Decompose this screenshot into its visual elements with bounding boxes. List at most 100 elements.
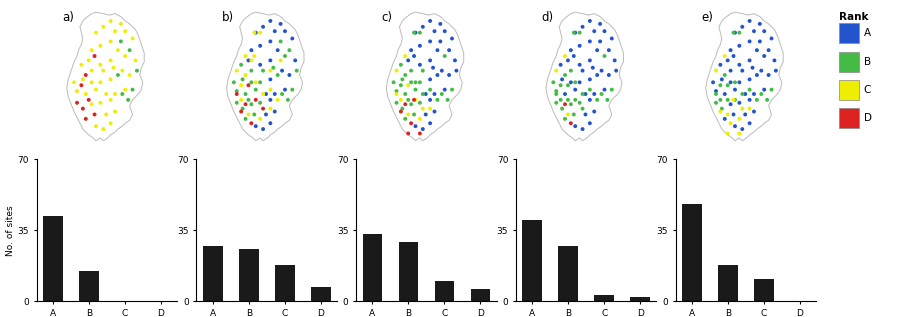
- Point: [709, 92, 724, 97]
- Bar: [630, 297, 650, 301]
- Point: [604, 36, 619, 41]
- Point: [761, 48, 776, 53]
- Point: [568, 97, 582, 102]
- Point: [263, 121, 278, 126]
- Point: [393, 83, 408, 88]
- Point: [558, 73, 572, 78]
- Point: [398, 92, 413, 97]
- Point: [249, 124, 263, 129]
- Point: [568, 87, 582, 92]
- Bar: [238, 249, 259, 301]
- Point: [413, 131, 427, 136]
- Point: [449, 68, 464, 73]
- Point: [597, 29, 612, 34]
- Point: [732, 116, 746, 121]
- Point: [234, 97, 249, 102]
- Text: A: A: [864, 28, 871, 38]
- Point: [714, 77, 729, 82]
- Point: [742, 97, 757, 102]
- Point: [572, 30, 587, 35]
- Point: [728, 80, 743, 85]
- Point: [104, 121, 118, 126]
- Point: [742, 18, 757, 23]
- Bar: [362, 234, 382, 301]
- Point: [241, 58, 256, 63]
- Point: [249, 80, 263, 85]
- Point: [435, 92, 449, 97]
- Point: [587, 29, 602, 34]
- Point: [118, 87, 133, 92]
- Point: [398, 54, 413, 59]
- Point: [728, 87, 743, 92]
- Point: [401, 97, 415, 102]
- Text: b): b): [222, 10, 234, 23]
- Point: [549, 92, 564, 97]
- Point: [126, 36, 140, 41]
- Point: [104, 18, 118, 23]
- Point: [746, 92, 761, 97]
- Point: [437, 87, 452, 92]
- Point: [114, 39, 128, 44]
- Point: [70, 88, 84, 94]
- Point: [724, 102, 738, 107]
- Point: [753, 39, 768, 44]
- Point: [256, 106, 271, 111]
- Point: [229, 68, 244, 73]
- Point: [273, 39, 288, 44]
- Point: [423, 39, 437, 44]
- Point: [408, 80, 423, 85]
- Point: [717, 116, 732, 121]
- Point: [713, 83, 728, 88]
- Point: [433, 39, 447, 44]
- Point: [445, 87, 459, 92]
- Point: [111, 73, 126, 78]
- Point: [609, 68, 624, 73]
- Point: [726, 30, 741, 35]
- Point: [75, 106, 90, 111]
- Point: [89, 87, 104, 92]
- Point: [408, 30, 423, 35]
- Bar: [79, 271, 99, 301]
- Point: [96, 126, 111, 132]
- Point: [582, 58, 597, 63]
- Point: [433, 21, 447, 26]
- Point: [721, 112, 735, 117]
- Point: [268, 29, 282, 34]
- Point: [430, 97, 445, 102]
- Point: [285, 87, 300, 92]
- Point: [568, 30, 582, 35]
- Point: [726, 112, 741, 117]
- Bar: [838, 23, 859, 43]
- Point: [129, 68, 144, 73]
- Point: [440, 97, 455, 102]
- Point: [590, 73, 604, 78]
- Point: [423, 87, 437, 92]
- Point: [594, 68, 609, 73]
- Point: [401, 83, 415, 88]
- Point: [578, 112, 592, 117]
- Point: [726, 54, 741, 59]
- Point: [445, 36, 459, 41]
- Point: [418, 92, 433, 97]
- Point: [96, 68, 111, 73]
- Text: D: D: [864, 113, 872, 123]
- Point: [437, 54, 452, 59]
- Point: [423, 58, 437, 63]
- Bar: [754, 279, 774, 301]
- Point: [555, 106, 569, 111]
- Point: [244, 58, 259, 63]
- Point: [393, 97, 408, 102]
- Point: [768, 58, 782, 63]
- Bar: [718, 265, 738, 301]
- Point: [592, 39, 607, 44]
- Point: [553, 83, 568, 88]
- Point: [241, 97, 256, 102]
- Point: [430, 48, 445, 53]
- Point: [413, 80, 427, 85]
- Point: [567, 30, 581, 35]
- Point: [253, 43, 268, 48]
- Point: [567, 112, 581, 117]
- Point: [253, 30, 268, 35]
- Point: [735, 126, 749, 132]
- Point: [592, 21, 607, 26]
